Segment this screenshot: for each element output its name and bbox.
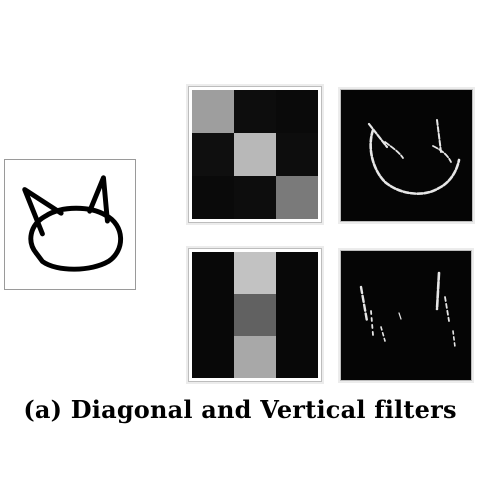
vertical-filter-cell-r1-c2 — [276, 294, 318, 337]
vertical-filter-cell-r2-c0 — [192, 336, 235, 378]
diagonal-filter-cell-r0-c0 — [192, 90, 235, 134]
vertical-filter-cell-r2-c2 — [276, 336, 318, 378]
diagonal-filter-cell-r2-c0 — [192, 176, 235, 219]
diagonal-filter-cell-r0-c1 — [234, 90, 277, 134]
diagonal-filter-cell-r1-c2 — [276, 133, 318, 177]
diagonal-filter-cell-r1-c0 — [192, 133, 235, 177]
diagonal-filter-cell-r2-c1 — [234, 176, 277, 219]
vertical-filter-cell-r1-c0 — [192, 294, 235, 337]
vertical-filter-cell-r0-c2 — [276, 252, 318, 295]
vertical-filter-cell-r2-c1 — [234, 336, 277, 378]
vertical-filter-output — [340, 250, 472, 381]
vertical-filter-kernel — [188, 248, 322, 382]
diagonal-filter-kernel — [188, 86, 322, 223]
vertical-filter-cell-r0-c0 — [192, 252, 235, 295]
input-cat-drawing — [4, 159, 136, 290]
vertical-filter-cell-r1-c1 — [234, 294, 277, 337]
diagonal-filter-cell-r2-c2 — [276, 176, 318, 219]
vertical-filter-grid — [192, 252, 318, 378]
diagonal-filter-grid — [192, 90, 318, 219]
diagonal-filter-output — [340, 89, 473, 222]
cat-drawing-icon — [22, 175, 124, 272]
vertical-filter-cell-r0-c1 — [234, 252, 277, 295]
diagonal-edges-image — [367, 119, 461, 195]
vertical-edges-image — [359, 271, 456, 348]
diagonal-filter-cell-r1-c1 — [234, 133, 277, 177]
figure-caption: (a) Diagonal and Vertical filters — [23, 395, 457, 424]
diagonal-filter-cell-r0-c2 — [276, 90, 318, 134]
